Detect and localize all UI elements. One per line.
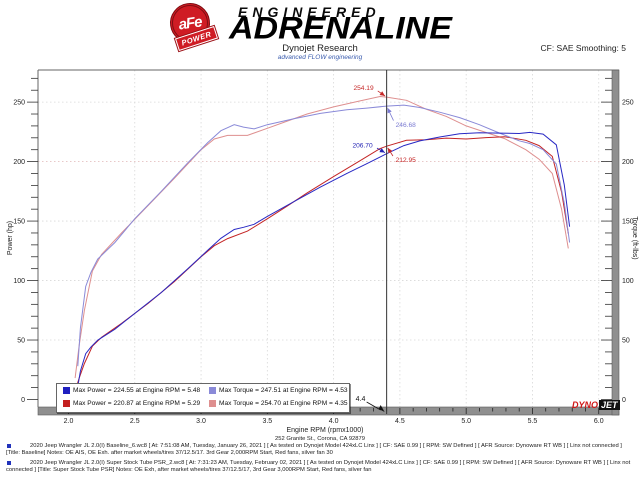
run-note-baseline: 2020 Jeep Wrangler JL 2.0(I) Baseline_6.…	[6, 443, 637, 457]
legend-item-max-power-superstock: Max Power = 220.87 at Engine RPM = 5.29	[57, 400, 203, 407]
y-tick-label-right: 250	[622, 100, 634, 107]
bullet-icon	[7, 444, 11, 448]
y-axis-bar	[611, 69, 620, 416]
legend-label: Max Torque = 247.51 at Engine RPM = 4.53	[219, 387, 348, 394]
x-tick-label: 3.5	[262, 418, 272, 425]
dynojet-logo-dyno: DYNO	[572, 400, 599, 410]
legend-label: Max Power = 220.87 at Engine RPM = 5.29	[73, 400, 201, 407]
legend-item-max-power-baseline: Max Power = 224.55 at Engine RPM = 5.48	[57, 387, 203, 394]
power-curve-baseline	[77, 131, 571, 387]
dynojet-logo: DYNO JET	[572, 400, 620, 410]
cursor-arrow	[366, 401, 381, 411]
readout-arrowhead-icon	[387, 107, 392, 114]
y-tick-label-right: 200	[622, 159, 634, 166]
y-tick-label-right: 50	[622, 338, 630, 345]
legend-swatch-red-power-icon	[63, 400, 70, 407]
torque-curve-super-stock-tube-psr	[74, 95, 569, 379]
x-tick-label: 2.0	[64, 418, 74, 425]
legend-item-max-torque-superstock: Max Torque = 254.70 at Engine RPM = 4.35	[203, 400, 349, 407]
power-curve-super-stock-tube-psr	[74, 136, 569, 392]
brand-line-engineered: ENGINEERED	[238, 4, 381, 20]
torque-curve-baseline	[77, 104, 571, 367]
y-tick-label-left: 50	[17, 338, 25, 345]
page-subtitle: advanced FLOW engineering	[277, 54, 363, 61]
y-tick-label-left: 150	[13, 219, 25, 226]
dynojet-logo-jet: JET	[599, 400, 620, 410]
legend-swatch-red-torque-icon	[209, 400, 216, 407]
legend-label: Max Torque = 254.70 at Engine RPM = 4.35	[219, 400, 348, 407]
cursor-readout-label: 254.19	[353, 85, 374, 92]
y-tick-label-left: 0	[21, 397, 25, 404]
readout-arrowhead-icon	[387, 147, 393, 154]
cursor-rpm-label: 4.4	[356, 396, 366, 403]
y-tick-label-right: 150	[622, 219, 634, 226]
cursor-readout-label: 206.70	[352, 143, 373, 150]
y-tick-label-right: 100	[622, 278, 634, 285]
cursor-arrowhead-icon	[378, 405, 385, 412]
y-tick-label-left: 100	[13, 278, 25, 285]
legend-swatch-blue-torque-icon	[209, 387, 216, 394]
legend-label: Max Power = 224.55 at Engine RPM = 5.48	[73, 387, 201, 394]
y-tick-label-left: 200	[13, 159, 25, 166]
cursor-readout-label: 212.95	[396, 157, 417, 164]
brand-line-adrenaline: ADRENALINE	[229, 11, 452, 46]
x-tick-label: 6.0	[594, 418, 604, 425]
bullet-icon	[7, 461, 11, 465]
page-title: Dynojet Research	[282, 43, 358, 54]
x-tick-label: 4.5	[395, 418, 405, 425]
legend-item-max-torque-baseline: Max Torque = 247.51 at Engine RPM = 4.53	[203, 387, 349, 394]
run-note-text: 2020 Jeep Wrangler JL 2.0(I) Super Stock…	[6, 460, 631, 474]
legend-swatch-blue-power-icon	[63, 387, 70, 394]
readout-arrowhead-icon	[379, 91, 385, 96]
smoothing-setting-label: CF: SAE Smoothing: 5	[540, 43, 626, 53]
y-tick-label-left: 250	[13, 100, 25, 107]
shop-address: 252 Granite St., Corona, CA 92879	[275, 436, 365, 442]
x-tick-label: 5.5	[528, 418, 538, 425]
run-note-text: 2020 Jeep Wrangler JL 2.0(I) Baseline_6.…	[6, 443, 622, 457]
y-axis-title-torque: Torque (ft-lbs)	[631, 216, 638, 259]
readout-arrowhead-icon	[379, 148, 385, 153]
run-note-superstock: 2020 Jeep Wrangler JL 2.0(I) Super Stock…	[6, 460, 637, 474]
x-axis-title: Engine RPM (rpmx1000)	[286, 427, 363, 434]
cursor-readout-label: 246.68	[396, 122, 417, 129]
x-tick-label: 3.0	[196, 418, 206, 425]
x-tick-label: 2.5	[130, 418, 140, 425]
y-axis-title-power: Power (hp)	[7, 221, 14, 255]
x-tick-label: 5.0	[461, 418, 471, 425]
y-tick-label-right: 0	[622, 397, 626, 404]
chart-legend: Max Power = 224.55 at Engine RPM = 5.48 …	[56, 383, 350, 413]
x-tick-label: 4.0	[329, 418, 339, 425]
